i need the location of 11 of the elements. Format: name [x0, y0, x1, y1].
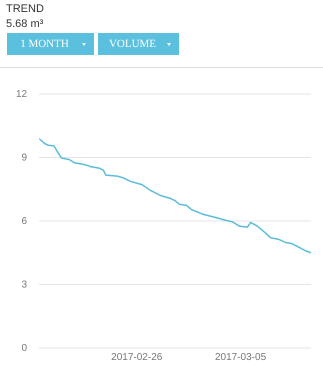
- chart-title: TREND: [6, 3, 44, 15]
- y-tick-label: 0: [22, 342, 28, 354]
- y-tick-label: 12: [16, 88, 28, 100]
- y-tick-label: 6: [22, 216, 28, 227]
- y-tick-label: 9: [22, 152, 28, 164]
- dropdown-button: 1 MONTH: [7, 33, 94, 55]
- chart-subtitle: 5.68 m³: [6, 18, 44, 30]
- x-tick-label: 2017-02-26: [111, 352, 163, 363]
- y-tick-label: 3: [22, 279, 28, 290]
- x-tick-label: 2017-03-05: [214, 352, 267, 363]
- dropdown-button: VOLUME: [98, 33, 179, 55]
